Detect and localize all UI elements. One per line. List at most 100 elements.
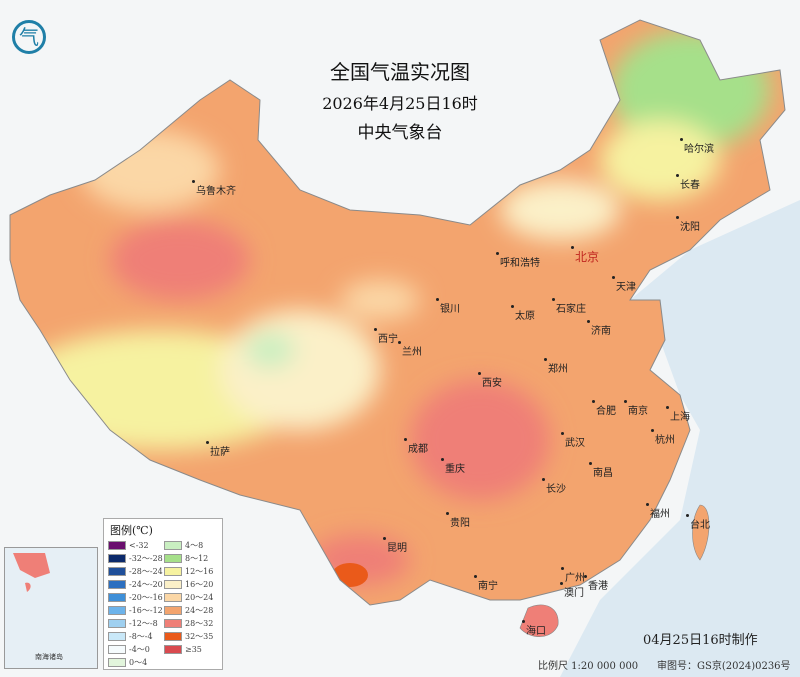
legend-item: -8～-4 [108,630,163,643]
legend-swatch [164,593,182,602]
legend-swatch [164,541,182,550]
cma-logo-icon: 气 [12,20,46,54]
hainan-island [519,604,559,637]
made-time: 04月25日16时制作 [643,633,758,648]
legend-swatch [108,658,126,667]
legend-item: -24～-20 [108,578,163,591]
city-label: 成都 [404,438,428,455]
city-label: 济南 [587,320,611,337]
city-label: 天津 [612,276,636,293]
city-label: 武汉 [561,432,585,449]
legend-swatch [164,606,182,615]
city-label: 南宁 [474,575,498,592]
legend-swatch [108,580,126,589]
city-label: 银川 [436,298,460,315]
city-label: 贵阳 [446,512,470,529]
city-label: 南京 [624,400,648,417]
city-label: 香港 [584,575,608,592]
legend-label: -8～-4 [129,632,153,641]
legend-item: -4～0 [108,643,163,656]
legend-label: 28～32 [185,619,214,628]
legend-label: -24～-20 [129,580,163,589]
city-label: 南昌 [589,462,613,479]
city-label: 合肥 [592,400,616,417]
legend-label: 0～4 [129,658,148,667]
city-label: 福州 [646,503,670,520]
legend-swatch [164,632,182,641]
city-label: 西安 [478,372,502,389]
legend-label: -16～-12 [129,606,163,615]
city-label: 广州 [561,567,585,584]
legend-swatch [108,645,126,654]
legend-item: 20～24 [164,591,213,604]
map-title: 全国气温实况图 [330,60,470,84]
legend-label: 16～20 [185,580,214,589]
city-label: 呼和浩特 [496,252,540,269]
city-label: 昆明 [383,537,407,554]
city-label: 西宁 [374,328,398,345]
legend-label: 8～12 [185,554,209,563]
legend-label: 12～16 [185,567,214,576]
inset-label: 南海诸岛 [35,653,63,661]
city-label: 杭州 [651,429,675,446]
legend-label: -20～-16 [129,593,163,602]
legend-label: 32～35 [185,632,214,641]
legend-item: 4～8 [164,539,213,552]
legend-swatch [108,541,126,550]
legend-label: 20～24 [185,593,214,602]
legend-item: -12～-8 [108,617,163,630]
legend-item: 32～35 [164,630,213,643]
legend: 图例(℃) <-32 -32～-28 -28～-24 -24～-20 -20～-16 -1… [103,518,223,670]
city-label: 沈阳 [676,216,700,233]
approval-number: 审图号：GS京(2024)0236号 [657,661,791,672]
legend-item: -32～-28 [108,552,163,565]
legend-label: ≥35 [185,645,202,654]
legend-swatch [108,567,126,576]
legend-label: <-32 [129,541,149,550]
city-label: 澳门 [560,582,584,599]
city-label: 上海 [666,406,690,423]
city-label: 台北 [686,514,710,531]
city-label: 长春 [676,174,700,191]
legend-swatch [164,567,182,576]
scale-text: 比例尺 1:20 000 000 [538,661,639,672]
legend-swatch [164,554,182,563]
city-label: 乌鲁木齐 [192,180,236,197]
legend-item: -28～-24 [108,565,163,578]
legend-item: ≥35 [164,643,213,656]
legend-label: -12～-8 [129,619,158,628]
legend-label: 4～8 [185,541,204,550]
legend-item: 12～16 [164,565,213,578]
legend-item: 28～32 [164,617,213,630]
map-datetime: 2026年4月25日16时 [322,94,478,113]
legend-swatch [108,593,126,602]
legend-label: -32～-28 [129,554,163,563]
city-label: 石家庄 [552,298,586,315]
city-label: 北京 [570,246,600,264]
legend-item: -20～-16 [108,591,163,604]
city-label: 长沙 [542,478,566,495]
south-china-sea-inset: 南海诸岛 [4,547,98,669]
city-label: 太原 [511,305,535,322]
legend-swatch [164,645,182,654]
legend-swatch [108,554,126,563]
legend-swatch [108,619,126,628]
legend-swatch [164,580,182,589]
city-label: 海口 [522,620,546,637]
city-label: 兰州 [398,341,422,358]
city-label: 重庆 [441,458,465,475]
legend-label: -4～0 [129,645,150,654]
legend-item: 24～28 [164,604,213,617]
legend-item: 16～20 [164,578,213,591]
city-label: 哈尔滨 [680,138,714,155]
city-label: 拉萨 [206,441,230,458]
map-agency: 中央气象台 [357,123,443,143]
legend-item: 0～4 [108,656,163,669]
legend-label: 24～28 [185,606,214,615]
legend-title: 图例(℃) [110,524,153,537]
legend-item: -16～-12 [108,604,163,617]
legend-item: <-32 [108,539,163,552]
legend-swatch [108,632,126,641]
legend-swatch [108,606,126,615]
